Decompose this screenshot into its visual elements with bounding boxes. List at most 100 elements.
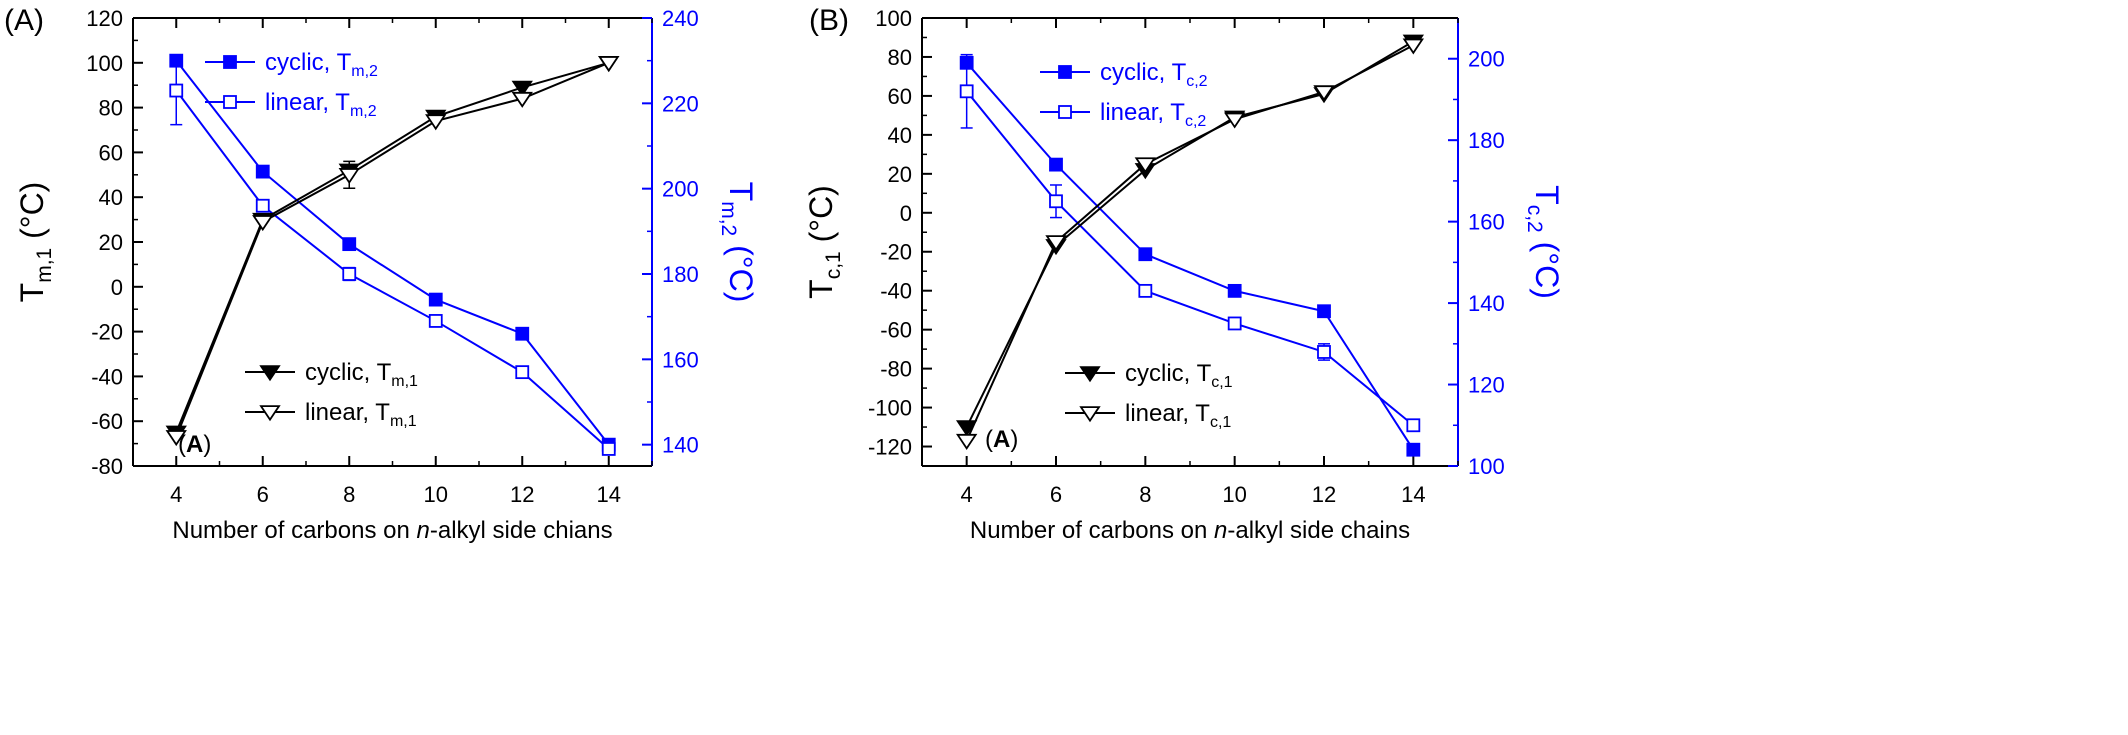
legend-label: cyclic, Tc,1 bbox=[1125, 360, 1233, 391]
y-left-tick-label: 100 bbox=[86, 51, 123, 76]
x-tick-label: 14 bbox=[1401, 482, 1425, 507]
data-point bbox=[1049, 194, 1063, 209]
y-right-tick-label: 180 bbox=[1468, 128, 1505, 153]
y-left-axis-label: Tc,1 (°C) bbox=[803, 185, 845, 299]
legend-label: cyclic, Tm,1 bbox=[305, 359, 418, 390]
x-tick-label: 8 bbox=[343, 482, 355, 507]
legend-marker bbox=[223, 55, 237, 69]
series-line bbox=[175, 60, 610, 446]
y-left-tick-label: 80 bbox=[888, 45, 912, 70]
data-point bbox=[511, 80, 533, 97]
data-point bbox=[165, 430, 187, 447]
chart-panel-2: (B) 4 6 8 10 12 14 -120 -100 -80 -60 -40 -20 0 20 40 60 8… bbox=[803, 4, 1565, 544]
data-point bbox=[255, 198, 270, 213]
y-right-axis-label: Tc,2 (°C) bbox=[1523, 185, 1565, 299]
y-right-tick-label: 220 bbox=[662, 91, 699, 116]
legend-black: cyclic, Tc,1 linear, Tc,1 bbox=[1065, 360, 1233, 431]
data-point bbox=[1223, 112, 1246, 129]
y-left-tick-label: -80 bbox=[91, 454, 123, 479]
y-left-tick-label: 60 bbox=[888, 84, 912, 109]
data-point bbox=[1138, 247, 1153, 262]
x-tick-label: 4 bbox=[170, 482, 182, 507]
y-left-axis-label: Tm,1 (°C) bbox=[14, 182, 56, 303]
y-right-tick-label: 160 bbox=[662, 347, 699, 372]
legend-marker bbox=[223, 95, 237, 109]
data-point bbox=[1227, 283, 1242, 298]
y-right-tick-label: 140 bbox=[662, 433, 699, 458]
data-point bbox=[1049, 157, 1063, 172]
series-4 bbox=[165, 56, 620, 447]
data-point bbox=[1406, 442, 1421, 457]
data-point bbox=[959, 84, 974, 99]
y-left-tick-label: 120 bbox=[86, 6, 123, 31]
legend-marker bbox=[259, 405, 281, 422]
legend-black: cyclic, Tm,1 linear, Tm,1 bbox=[245, 359, 418, 430]
y-right-tick-label: 120 bbox=[1468, 373, 1505, 398]
legend-label: linear, Tc,2 bbox=[1100, 99, 1206, 130]
y-left-tick-label: 40 bbox=[99, 185, 123, 210]
x-tick-label: 8 bbox=[1139, 482, 1151, 507]
legend-marker bbox=[1058, 105, 1072, 119]
legend-label: linear, Tm,1 bbox=[305, 399, 417, 430]
x-tick-label: 12 bbox=[510, 482, 534, 507]
y-left-tick-label: -80 bbox=[880, 357, 912, 382]
legend-marker bbox=[1058, 65, 1072, 79]
y-right-tick-label: 240 bbox=[662, 6, 699, 31]
data-point bbox=[955, 420, 978, 437]
y-left-tick-label: -40 bbox=[880, 279, 912, 304]
y-right-tick-label: 100 bbox=[1468, 454, 1505, 479]
x-tick-label: 10 bbox=[1222, 482, 1246, 507]
legend-label: cyclic, Tc,2 bbox=[1100, 59, 1208, 90]
legend-marker bbox=[1079, 366, 1101, 383]
data-point bbox=[1406, 418, 1421, 433]
inner-panel-label: (A) bbox=[178, 431, 211, 458]
series-1 bbox=[959, 55, 1421, 457]
data-point bbox=[255, 164, 270, 179]
legend-blue: cyclic, Tm,2 linear, Tm,2 bbox=[205, 49, 378, 120]
x-tick-label: 6 bbox=[1050, 482, 1062, 507]
data-point bbox=[425, 114, 447, 131]
y-left-tick-label: -40 bbox=[91, 364, 123, 389]
y-left-tick-label: -20 bbox=[91, 320, 123, 345]
x-tick-label: 10 bbox=[424, 482, 448, 507]
data-point bbox=[515, 365, 530, 380]
data-point bbox=[338, 168, 360, 185]
data-point bbox=[428, 292, 443, 307]
series-line bbox=[175, 89, 610, 450]
x-axis-label: Number of carbons on n-alkyl side chains bbox=[970, 517, 1410, 544]
data-point bbox=[342, 267, 357, 281]
y-left-tick-label: -100 bbox=[868, 396, 912, 421]
series-line bbox=[965, 44, 1414, 442]
y-right-tick-label: 140 bbox=[1468, 291, 1505, 316]
data-point bbox=[169, 83, 184, 98]
y-left-tick-label: 100 bbox=[875, 6, 912, 31]
y-right-axis-label: Tm,2 (°C) bbox=[717, 182, 759, 303]
data-point bbox=[601, 442, 616, 456]
data-point bbox=[1227, 316, 1242, 331]
legend-marker bbox=[1079, 406, 1101, 423]
data-point bbox=[428, 314, 443, 328]
y-left-tick-label: 20 bbox=[99, 230, 123, 255]
series-2 bbox=[959, 53, 1421, 433]
y-right-tick-label: 200 bbox=[1468, 47, 1505, 72]
y-left-tick-label: 40 bbox=[888, 123, 912, 148]
x-tick-label: 14 bbox=[597, 482, 621, 507]
data-point bbox=[1045, 235, 1067, 252]
data-point bbox=[252, 215, 274, 232]
inner-panel-label: (A) bbox=[985, 426, 1018, 453]
x-tick-label: 4 bbox=[961, 482, 973, 507]
series-line bbox=[965, 90, 1414, 427]
y-right-tick-label: 160 bbox=[1468, 210, 1505, 235]
y-left-tick-label: -120 bbox=[868, 435, 912, 460]
data-point bbox=[1317, 345, 1331, 359]
y-right-tick-label: 200 bbox=[662, 177, 699, 202]
series-line bbox=[965, 62, 1415, 451]
legend-label: linear, Tm,2 bbox=[265, 89, 377, 120]
legend-marker bbox=[259, 365, 281, 382]
y-left-tick-label: 20 bbox=[888, 162, 912, 187]
data-point bbox=[1317, 304, 1331, 319]
data-point bbox=[955, 433, 978, 450]
series-2 bbox=[169, 55, 616, 456]
x-axis-label: Number of carbons on n-alkyl side chians bbox=[172, 517, 612, 544]
